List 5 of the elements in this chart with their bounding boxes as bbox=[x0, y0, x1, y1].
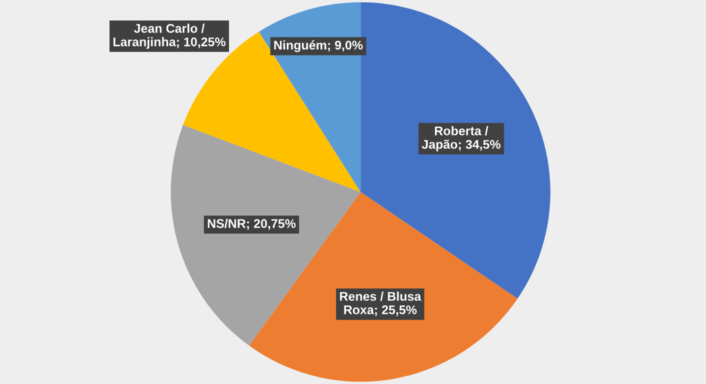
slice-label: Jean Carlo / Laranjinha; 10,25% bbox=[113, 24, 226, 49]
slice-label: Roberta / Japão; 34,5% bbox=[422, 126, 501, 152]
slice-label: Renes / Blusa Roxa; 25,5% bbox=[340, 292, 422, 316]
slice-label: NS/NR; 20,75% bbox=[208, 218, 296, 230]
slice-label: Ninguém; 9,0% bbox=[274, 40, 363, 52]
